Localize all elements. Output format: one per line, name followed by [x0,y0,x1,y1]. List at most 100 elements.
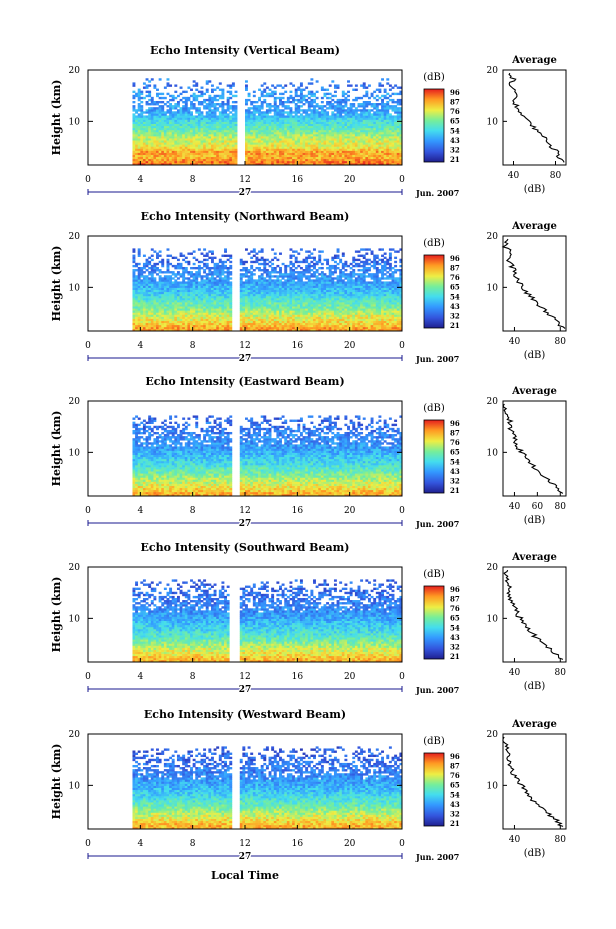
avg-y-tick-label: 20 [487,232,499,242]
colorbar-tick-label: 43 [450,136,460,145]
colorbar-tick-label: 96 [450,419,460,428]
colorbar-tick-label: 32 [450,642,460,651]
colorbar-tick-label: 96 [450,585,460,594]
colorbar-tick-label: 87 [450,264,460,273]
colorbar-unit: (dB) [423,569,445,580]
date-label: Jun. 2007 [415,354,459,364]
colorbar [423,419,445,494]
y-tick-label: 20 [69,232,81,242]
x-tick-label: 12 [239,506,250,516]
avg-profile-line [502,736,564,827]
colorbar-tick-label: 32 [450,311,460,320]
date-day-label: 27 [239,354,252,364]
y-tick-label: 20 [69,66,81,76]
x-tick-label: 0 [399,839,405,849]
panel-3: Echo Intensity (Eastward Beam) 20 10 Height… [50,375,567,531]
avg-unit: (dB) [524,515,546,526]
x-tick-label: 4 [137,672,143,682]
avg-x-tick-label: 40 [509,337,521,347]
avg-y-tick-label: 10 [487,283,499,293]
x-tick-label: 12 [239,672,250,682]
avg-x-tick-label: 80 [555,502,567,512]
colorbar-tick-label: 65 [450,283,460,292]
x-tick-label: 16 [292,341,304,351]
date-label: Jun. 2007 [415,188,459,198]
date-day-label: 27 [239,685,252,695]
x-tick-label: 4 [137,341,143,351]
colorbar-tick-label: 43 [450,467,460,476]
y-axis-label: Height (km) [50,411,63,487]
colorbar-tick-label: 65 [450,448,460,457]
x-tick-label: 0 [85,672,91,682]
avg-x-tick-label: 80 [555,668,567,678]
heatmap-image [132,579,403,663]
avg-unit: (dB) [524,681,546,692]
y-axis-label: Height (km) [50,577,63,653]
colorbar [423,752,445,827]
avg-profile-line [508,72,565,163]
x-tick-label: 16 [292,672,304,682]
panel-2: Echo Intensity (Northward Beam) 20 10 Heigh… [50,210,567,366]
avg-y-tick-label: 20 [487,397,499,407]
date-day-label: 27 [239,188,252,198]
heatmap-image [132,248,403,332]
x-tick-label: 0 [85,839,91,849]
colorbar-unit: (dB) [423,736,445,747]
avg-x-tick-label: 40 [509,668,521,678]
colorbar-tick-label: 76 [450,771,460,780]
x-tick-label: 20 [344,506,356,516]
avg-frame [502,235,567,332]
y-axis-label: Height (km) [50,246,63,322]
y-tick-label: 20 [69,397,81,407]
colorbar-tick-label: 96 [450,88,460,97]
panel-title: Echo Intensity (Vertical Beam) [150,44,340,57]
colorbar-unit: (dB) [423,403,445,414]
colorbar-tick-label: 87 [450,429,460,438]
y-axis-label: Height (km) [50,80,63,156]
panel-title: Echo Intensity (Southward Beam) [141,541,350,554]
colorbar-tick-label: 65 [450,117,460,126]
panel-title: Echo Intensity (Eastward Beam) [145,375,344,388]
avg-profile-line [503,569,564,660]
colorbar-tick-label: 76 [450,273,460,282]
colorbar-tick-label: 76 [450,438,460,447]
avg-frame [502,733,567,830]
avg-profile-line [501,238,566,329]
colorbar-tick-label: 21 [450,819,460,828]
date-day-label: 27 [239,519,252,529]
avg-title: Average [511,719,557,730]
avg-y-tick-label: 20 [487,563,499,573]
date-label: Jun. 2007 [415,852,459,862]
avg-unit: (dB) [524,184,546,195]
colorbar-unit: (dB) [423,72,445,83]
x-tick-label: 8 [190,341,196,351]
y-tick-label: 10 [69,614,81,624]
avg-title: Average [511,55,557,66]
panel-5: Echo Intensity (Westward Beam) 20 10 Height… [50,708,567,864]
y-tick-label: 20 [69,563,81,573]
x-tick-label: 8 [190,672,196,682]
colorbar-tick-label: 54 [450,292,460,301]
avg-y-tick-label: 10 [487,448,499,458]
colorbar-tick-label: 54 [450,790,460,799]
avg-x-tick-label: 80 [555,337,567,347]
avg-title: Average [511,221,557,232]
avg-y-tick-label: 20 [487,66,499,76]
avg-y-tick-label: 10 [487,117,499,127]
avg-profile-line [502,403,564,494]
colorbar-tick-label: 65 [450,781,460,790]
colorbar [423,585,445,660]
avg-y-tick-label: 10 [487,614,499,624]
avg-x-tick-label: 80 [555,835,567,845]
x-tick-label: 20 [344,672,356,682]
colorbar-tick-label: 87 [450,595,460,604]
x-axis-label: Local Time [211,869,279,882]
x-tick-label: 8 [190,839,196,849]
panel-title: Echo Intensity (Northward Beam) [141,210,350,223]
avg-frame [502,400,567,497]
x-tick-label: 4 [137,839,143,849]
avg-x-tick-label: 40 [509,835,521,845]
colorbar-tick-label: 43 [450,302,460,311]
x-tick-label: 20 [344,839,356,849]
y-tick-label: 20 [69,730,81,740]
